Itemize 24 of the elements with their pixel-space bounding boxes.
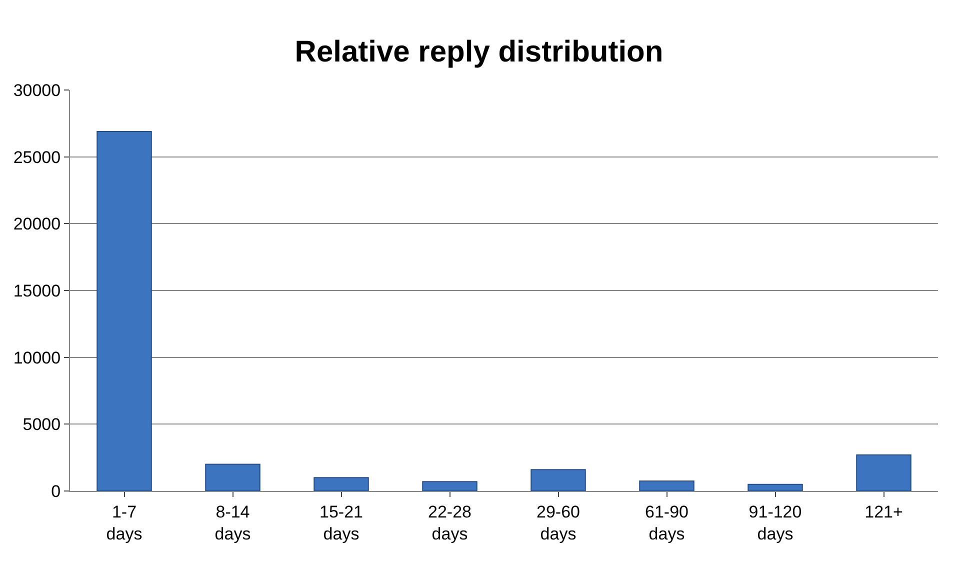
x-tick-label: 8-14 days — [214, 502, 251, 544]
y-tick-label: 10000 — [13, 348, 61, 368]
x-tick-label: 15-21 days — [320, 502, 363, 544]
x-tick-label: 22-28 days — [428, 502, 472, 544]
bar — [96, 130, 152, 491]
y-tick-label: 5000 — [22, 415, 61, 434]
x-tick-label: 121+ — [864, 502, 903, 522]
y-tick-label: 0 — [51, 482, 61, 501]
bar — [856, 454, 912, 491]
bar — [530, 469, 586, 491]
y-tick-label: 20000 — [13, 214, 61, 234]
bar — [639, 480, 694, 491]
chart-title: Relative reply distribution — [294, 36, 664, 69]
x-tick-label: 29-60 days — [536, 502, 580, 544]
bar — [422, 481, 478, 491]
bar — [314, 477, 369, 491]
x-tick-label: 91-120 days — [748, 502, 802, 544]
y-tick-label: 30000 — [13, 80, 61, 100]
x-tick-label: 61-90 days — [645, 502, 688, 544]
y-tick-label: 25000 — [13, 148, 61, 167]
x-tick-label: 1-7 days — [106, 502, 142, 544]
bar — [748, 484, 803, 491]
bar — [205, 464, 260, 491]
y-tick-label: 15000 — [13, 281, 61, 300]
